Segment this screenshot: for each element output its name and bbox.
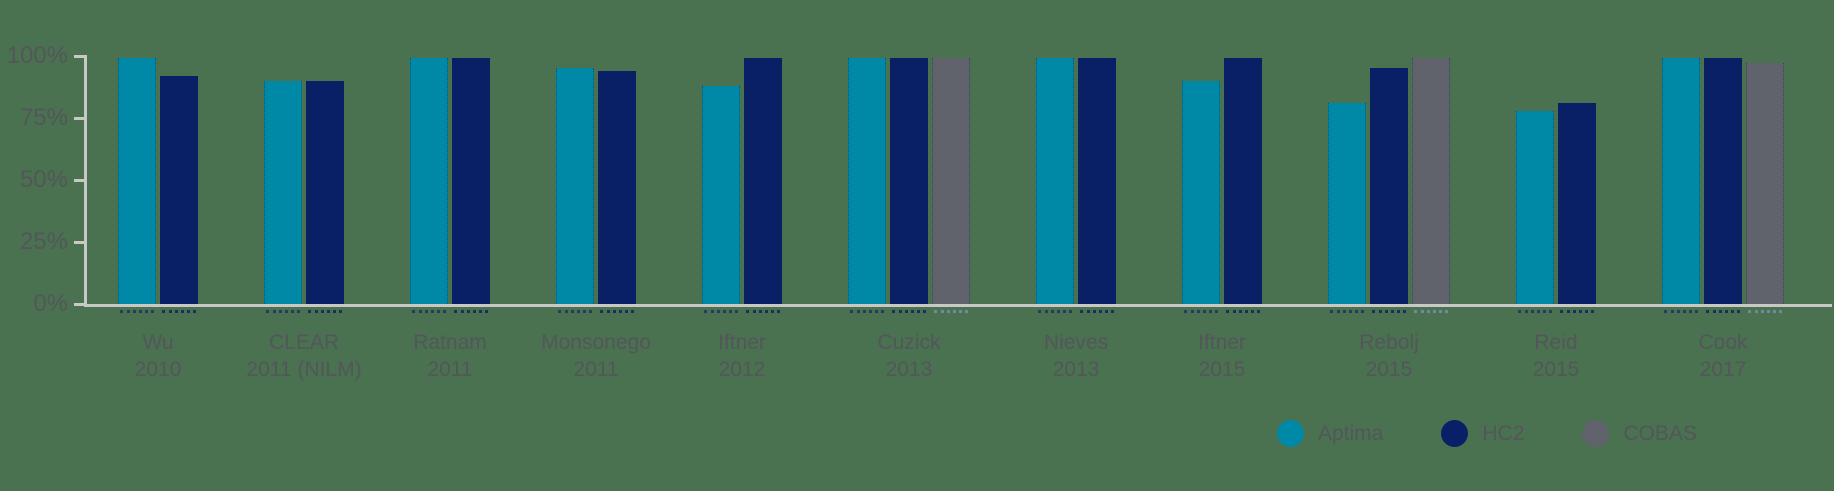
bar-group-rebolj-2015: Rebolj 2015 <box>1328 56 1450 381</box>
bar-hc2-reid <box>1558 103 1596 313</box>
category-label: Cuzick 2013 <box>877 329 940 383</box>
legend-swatch-icon <box>1277 420 1304 447</box>
category-name: Nieves <box>1043 331 1109 354</box>
category-year: 2012 <box>718 358 766 381</box>
y-tick-mark <box>74 117 85 120</box>
category-year: 2013 <box>885 358 933 381</box>
bar-group-iftner-2015: Iftner 2015 <box>1182 56 1262 381</box>
x-axis-line <box>84 304 1832 307</box>
legend-item-hc2: HC2 <box>1441 420 1524 447</box>
bar-aptima-iftner <box>702 85 740 314</box>
bar-group-iftner-2012: Iftner 2012 <box>702 56 782 381</box>
y-tick-mark <box>74 55 85 58</box>
category-year: 2011 (NILM) <box>246 358 362 381</box>
y-tick-mark <box>74 179 85 182</box>
category-label: Nieves 2013 <box>1044 329 1108 383</box>
category-year: 2015 <box>1365 358 1413 381</box>
y-tick-label: 75% <box>19 104 68 131</box>
category-name: Ratnam <box>413 331 487 354</box>
bar-hc2-nieves <box>1078 58 1116 313</box>
category-label: Monsonego 2011 <box>541 329 651 383</box>
bar-group-monsonego-2011: Monsonego 2011 <box>541 56 651 381</box>
bar-aptima-cook <box>1662 58 1700 313</box>
bar-group-ratnam-2011: Ratnam 2011 <box>410 56 490 381</box>
legend-swatch-icon <box>1582 420 1610 447</box>
bar-cobas-cook <box>1746 63 1784 313</box>
bar-group-cook-2017: Cook 2017 <box>1662 56 1784 381</box>
bar-group-nieves-2013: Nieves 2013 <box>1036 56 1116 381</box>
y-tick-label: 50% <box>19 166 68 193</box>
category-name: CLEAR <box>268 331 340 354</box>
category-label: Ratnam 2011 <box>413 329 487 383</box>
bar-group-wu-2010: Wu 2010 <box>118 56 198 381</box>
bar-aptima-clear <box>264 80 302 314</box>
y-tick-label: 0% <box>33 290 68 317</box>
y-tick-mark <box>74 303 85 306</box>
bar-aptima-reid <box>1516 110 1554 314</box>
plot-area: Wu 2010 CLEAR 2011 (NILM) Ratnam 2011 Monsoneg… <box>118 56 1784 381</box>
bar-group-clear-2011: CLEAR 2011 (NILM) <box>246 56 362 381</box>
category-label: Iftner 2012 <box>718 329 766 383</box>
bar-group-reid-2015: Reid 2015 <box>1516 56 1596 381</box>
bar-hc2-ratnam <box>452 58 490 313</box>
bar-aptima-rebolj <box>1328 103 1366 313</box>
bar-aptima-nieves <box>1036 58 1074 313</box>
category-name: Cuzick <box>877 331 941 354</box>
bar-group-cuzick-2013: Cuzick 2013 <box>848 56 970 381</box>
category-year: 2011 <box>427 358 473 381</box>
category-year: 2017 <box>1699 358 1747 381</box>
legend-item-cobas: COBAS <box>1582 420 1697 447</box>
category-name: Wu <box>142 331 174 354</box>
category-year: 2015 <box>1198 358 1246 381</box>
bar-hc2-cook <box>1704 58 1742 313</box>
bar-aptima-cuzick <box>848 58 886 313</box>
category-year: 2011 <box>573 358 619 381</box>
y-tick-label: 25% <box>19 228 68 255</box>
bar-hc2-clear <box>306 80 344 314</box>
legend-label: Aptima <box>1318 421 1384 445</box>
bar-aptima-ratnam <box>410 58 448 313</box>
bar-aptima-monsonego <box>556 68 594 313</box>
category-label: Reid 2015 <box>1533 329 1580 383</box>
category-name: Reid <box>1534 331 1578 354</box>
category-year: 2013 <box>1052 358 1100 381</box>
category-name: Rebolj <box>1359 331 1419 354</box>
legend-item-aptima: Aptima <box>1277 420 1383 447</box>
bar-hc2-wu <box>160 75 198 314</box>
bar-cobas-cuzick <box>932 58 970 313</box>
bar-hc2-cuzick <box>890 58 928 313</box>
bar-aptima-iftner <box>1182 80 1220 314</box>
category-year: 2015 <box>1532 358 1580 381</box>
legend-label: HC2 <box>1482 421 1525 445</box>
bar-cobas-rebolj <box>1412 58 1450 313</box>
category-label: Wu 2010 <box>135 329 182 383</box>
legend-label: COBAS <box>1623 421 1697 445</box>
category-name: Iftner <box>1198 331 1246 354</box>
y-tick-mark <box>74 241 85 244</box>
legend: Aptima HC2 COBAS <box>1277 420 1697 447</box>
bar-hc2-monsonego <box>598 70 636 314</box>
y-axis-line <box>84 55 87 306</box>
bar-aptima-wu <box>118 58 156 313</box>
bar-hc2-iftner <box>744 58 782 313</box>
category-name: Cook <box>1698 331 1748 354</box>
category-label: CLEAR 2011 (NILM) <box>246 329 361 383</box>
bar-hc2-rebolj <box>1370 68 1408 313</box>
category-year: 2010 <box>134 358 182 381</box>
category-label: Rebolj 2015 <box>1359 329 1419 383</box>
category-label: Cook 2017 <box>1698 329 1747 383</box>
legend-swatch-icon <box>1441 420 1469 447</box>
category-label: Iftner 2015 <box>1198 329 1246 383</box>
category-name: Monsonego <box>541 331 651 354</box>
bar-hc2-iftner <box>1224 58 1262 313</box>
y-tick-label: 100% <box>6 42 68 69</box>
category-name: Iftner <box>718 331 766 354</box>
